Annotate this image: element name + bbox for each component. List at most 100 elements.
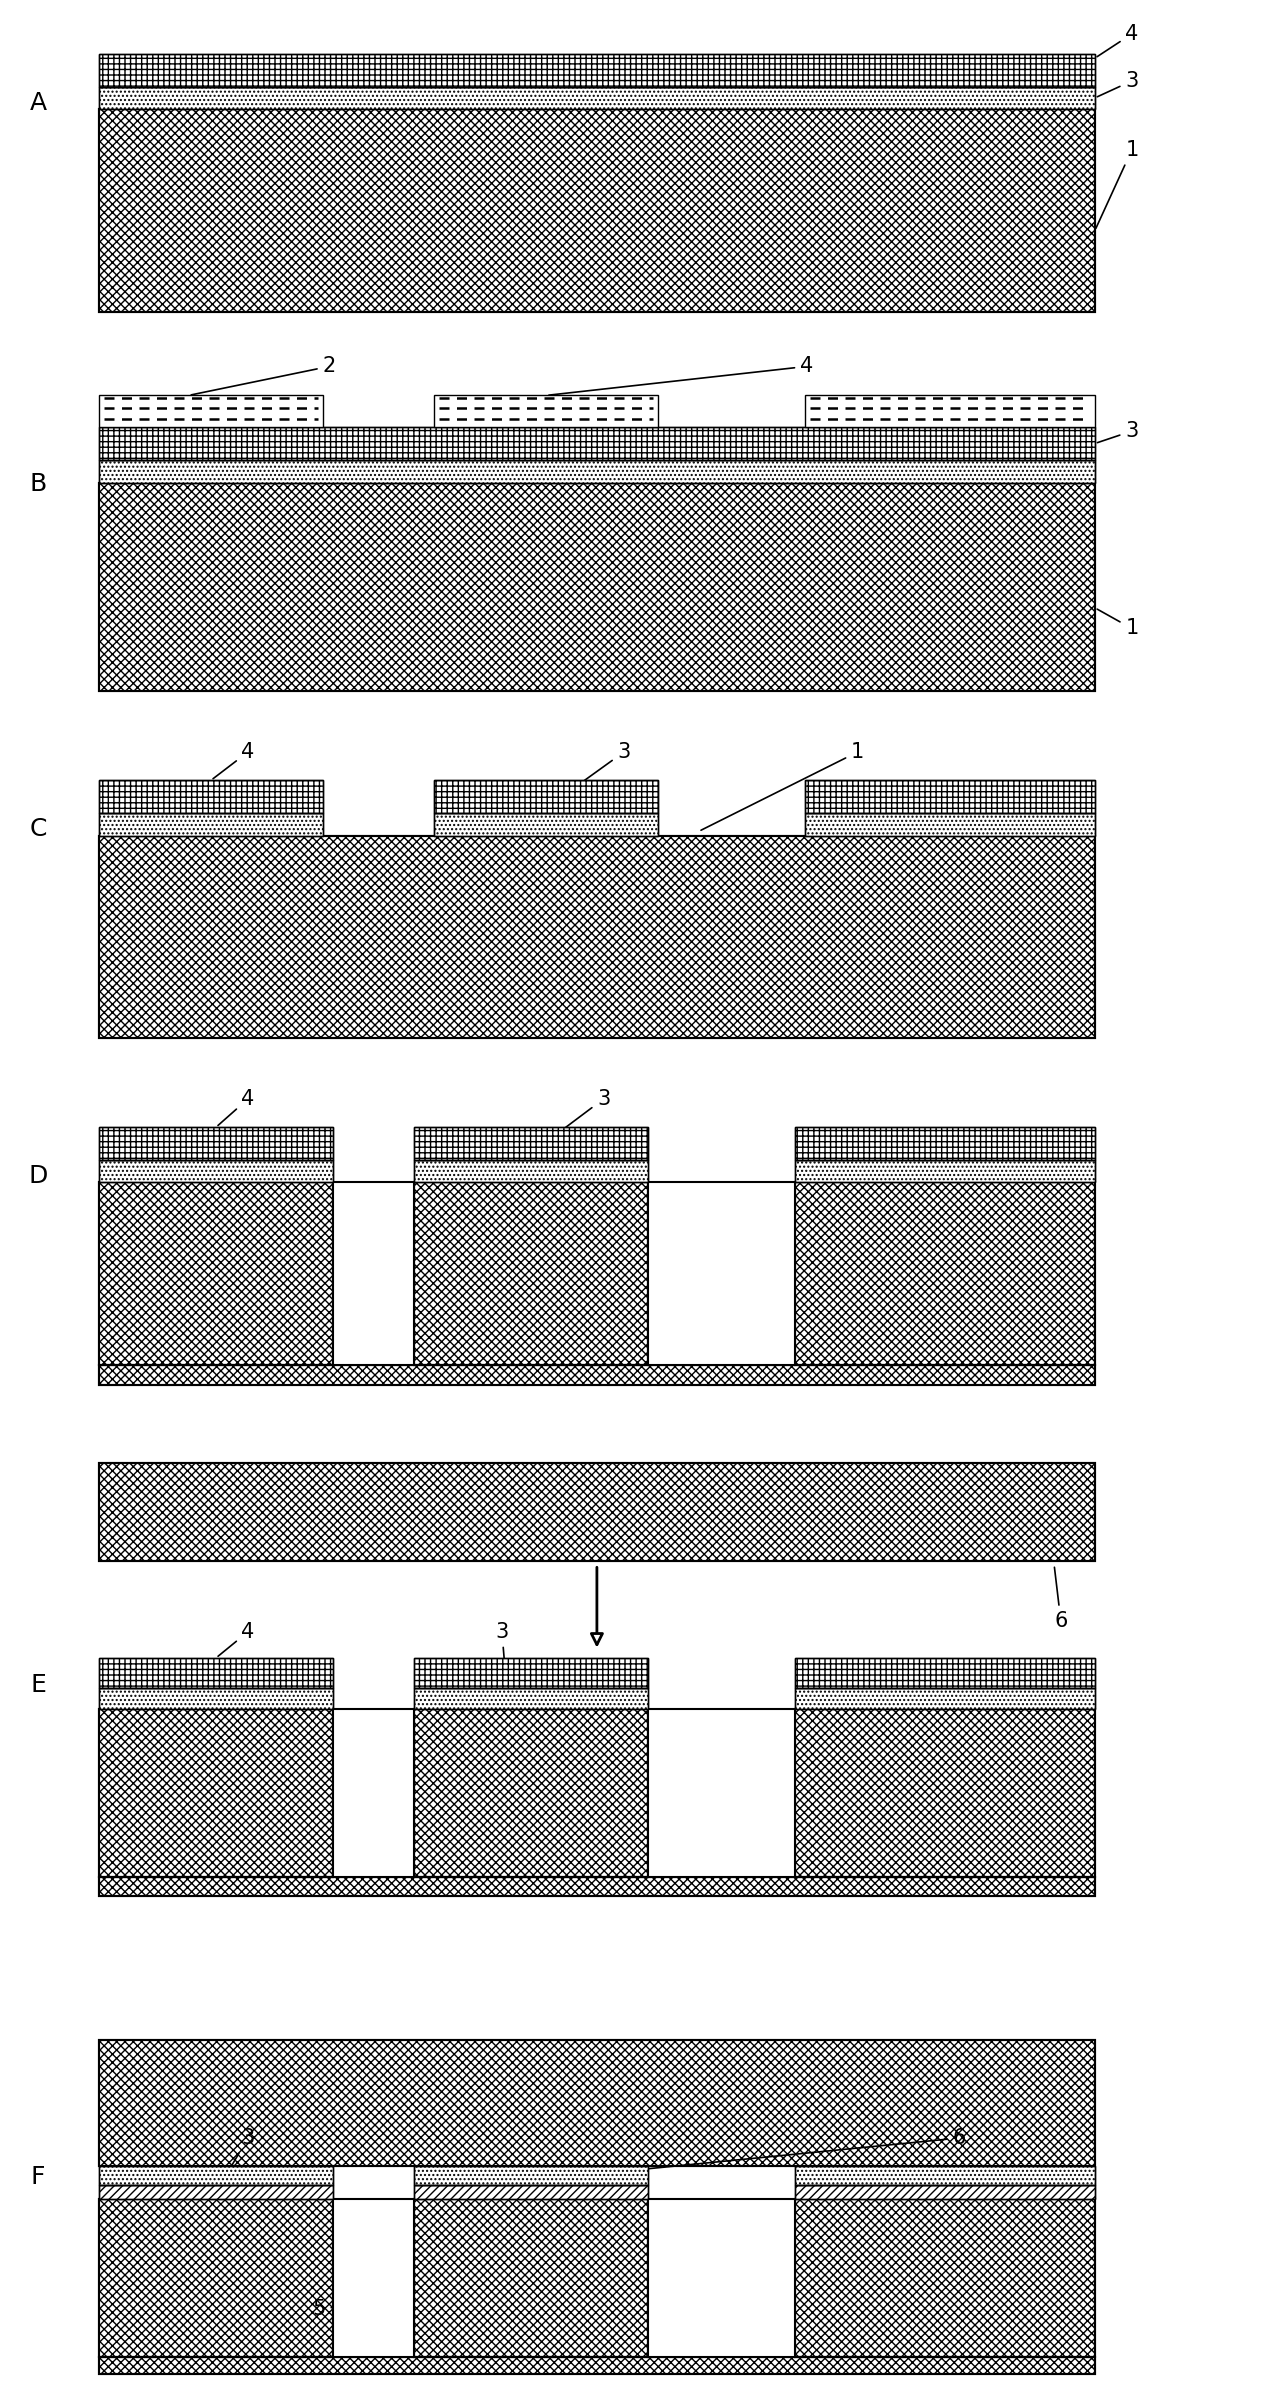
Bar bbox=[99, 1126, 333, 1160]
Bar bbox=[805, 814, 1095, 835]
Bar bbox=[414, 1658, 648, 1687]
Bar bbox=[648, 2200, 795, 2356]
Text: 3: 3 bbox=[1097, 70, 1138, 96]
Bar bbox=[795, 2200, 1095, 2356]
Bar bbox=[795, 2186, 1095, 2200]
Text: 1: 1 bbox=[701, 741, 864, 830]
Bar bbox=[99, 2166, 333, 2186]
Text: 4: 4 bbox=[213, 741, 254, 780]
Bar bbox=[99, 2200, 333, 2356]
Text: 3: 3 bbox=[495, 1622, 508, 1695]
Bar bbox=[795, 2186, 1095, 2200]
Bar bbox=[99, 1463, 1095, 1560]
Bar bbox=[99, 1658, 333, 1687]
Bar bbox=[99, 2186, 333, 2200]
Bar bbox=[805, 395, 1095, 426]
Text: C: C bbox=[29, 816, 47, 840]
Bar bbox=[414, 1126, 648, 1160]
Bar bbox=[795, 2166, 1095, 2186]
Text: F: F bbox=[30, 2166, 46, 2188]
Bar bbox=[795, 1126, 1095, 1160]
Bar bbox=[99, 426, 1095, 460]
Bar bbox=[414, 2200, 648, 2356]
Text: 5: 5 bbox=[724, 1290, 762, 1312]
Bar bbox=[99, 55, 1095, 87]
Bar bbox=[414, 1160, 648, 1182]
Bar bbox=[434, 814, 658, 835]
Text: 1: 1 bbox=[1096, 140, 1138, 229]
Text: 4: 4 bbox=[218, 1088, 254, 1126]
Bar bbox=[414, 2200, 648, 2356]
Bar bbox=[99, 1182, 333, 1365]
Text: A: A bbox=[29, 91, 47, 116]
Text: D: D bbox=[28, 1165, 48, 1189]
Bar bbox=[414, 1126, 648, 1160]
Bar bbox=[99, 395, 323, 426]
Bar bbox=[795, 1709, 1095, 1877]
Bar bbox=[99, 484, 1095, 691]
Bar bbox=[648, 1709, 795, 1877]
Bar bbox=[99, 2041, 1095, 2166]
Bar bbox=[99, 460, 1095, 484]
Bar bbox=[99, 1658, 333, 1687]
Bar bbox=[414, 1182, 648, 1365]
Bar bbox=[99, 1709, 333, 1877]
Bar bbox=[99, 87, 1095, 108]
Bar bbox=[333, 1182, 414, 1365]
Bar bbox=[648, 1182, 795, 1365]
Text: 5: 5 bbox=[724, 1808, 762, 1829]
Bar bbox=[99, 1365, 1095, 1384]
Text: 4: 4 bbox=[218, 1622, 254, 1656]
Bar bbox=[414, 2166, 648, 2186]
Bar bbox=[795, 1709, 1095, 1877]
Bar bbox=[99, 1463, 1095, 1560]
Bar bbox=[795, 1687, 1095, 1709]
Bar bbox=[795, 1160, 1095, 1182]
Bar bbox=[99, 780, 323, 814]
Bar bbox=[99, 1182, 333, 1365]
Bar bbox=[99, 835, 1095, 1037]
Bar bbox=[99, 1687, 333, 1709]
Bar bbox=[99, 55, 1095, 87]
Bar bbox=[99, 108, 1095, 313]
Text: 6: 6 bbox=[1054, 1567, 1068, 1630]
Bar bbox=[99, 1709, 333, 1877]
Bar bbox=[795, 2166, 1095, 2186]
Bar bbox=[795, 1182, 1095, 1365]
Bar bbox=[795, 1658, 1095, 1687]
Text: 3: 3 bbox=[526, 741, 630, 823]
Bar bbox=[414, 2166, 648, 2186]
Bar bbox=[414, 1658, 648, 1687]
Bar bbox=[795, 2200, 1095, 2356]
Bar bbox=[99, 108, 1095, 313]
Text: 3: 3 bbox=[509, 1088, 610, 1170]
Bar bbox=[414, 1709, 648, 1877]
Bar bbox=[805, 814, 1095, 835]
Bar bbox=[414, 1182, 648, 1365]
Bar bbox=[99, 426, 1095, 460]
Bar bbox=[414, 1687, 648, 1709]
Bar bbox=[99, 2356, 1095, 2373]
Text: 4: 4 bbox=[1097, 24, 1138, 58]
Bar bbox=[99, 814, 323, 835]
Bar bbox=[99, 814, 323, 835]
Bar bbox=[333, 2200, 414, 2356]
Text: E: E bbox=[30, 1673, 46, 1697]
Bar bbox=[805, 780, 1095, 814]
Bar bbox=[434, 780, 658, 814]
Bar bbox=[99, 1687, 333, 1709]
Bar bbox=[99, 484, 1095, 691]
Text: 3: 3 bbox=[1097, 421, 1138, 443]
Bar bbox=[795, 1687, 1095, 1709]
Bar bbox=[99, 1877, 1095, 1897]
Bar bbox=[99, 2041, 1095, 2166]
Bar bbox=[414, 1687, 648, 1709]
Text: 1: 1 bbox=[1097, 609, 1138, 638]
Bar bbox=[805, 780, 1095, 814]
Bar bbox=[99, 2186, 333, 2200]
Bar bbox=[99, 780, 323, 814]
Bar bbox=[795, 1182, 1095, 1365]
Bar bbox=[434, 814, 658, 835]
Bar bbox=[99, 1877, 1095, 1897]
Bar bbox=[99, 87, 1095, 108]
